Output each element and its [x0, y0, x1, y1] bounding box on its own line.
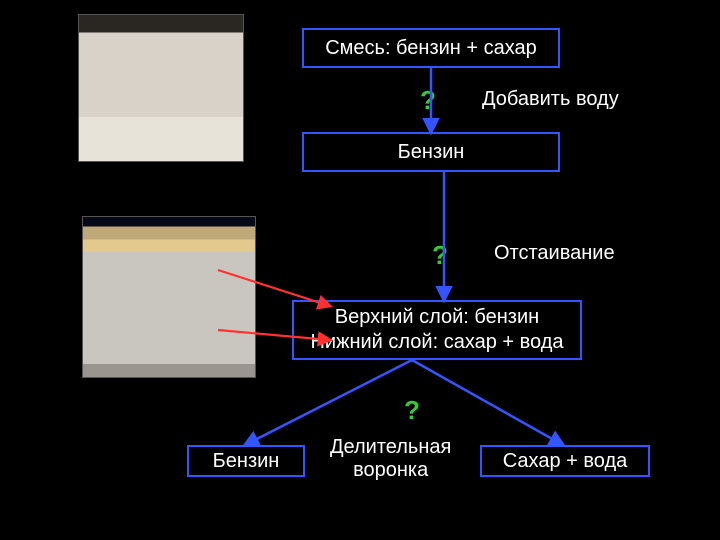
box-benzin-2: Бензин — [187, 445, 305, 477]
box-benzin-2-text: Бензин — [213, 449, 280, 474]
qmark-2: ? — [432, 240, 448, 271]
label-funnel: Делительная воронка — [330, 436, 451, 482]
beaker-photo-2 — [82, 216, 256, 378]
box-layers-line-2: Нижний слой: сахар + вода — [310, 330, 563, 355]
box-mixture-text: Смесь: бензин + сахар — [325, 36, 537, 61]
label-funnel-line-1: Делительная — [330, 436, 451, 458]
box-mixture: Смесь: бензин + сахар — [302, 28, 560, 68]
qmark-3: ? — [404, 395, 420, 426]
box-sugar-water: Сахар + вода — [480, 445, 650, 477]
box-benzin-1: Бензин — [302, 132, 560, 172]
box-layers: Верхний слой: бензин Нижний слой: сахар … — [292, 300, 582, 360]
diagram-stage: { "canvas": { "w": 720, "h": 540, "bg": … — [0, 0, 720, 540]
label-funnel-line-2: воронка — [353, 459, 428, 481]
box-benzin-1-text: Бензин — [398, 140, 465, 165]
label-settling: Отстаивание — [494, 242, 615, 265]
box-layers-line-1: Верхний слой: бензин — [335, 305, 539, 330]
beaker-photo-1 — [78, 14, 244, 162]
qmark-1: ? — [420, 85, 436, 116]
label-add-water: Добавить воду — [482, 88, 619, 111]
box-sugar-water-text: Сахар + вода — [503, 449, 627, 474]
